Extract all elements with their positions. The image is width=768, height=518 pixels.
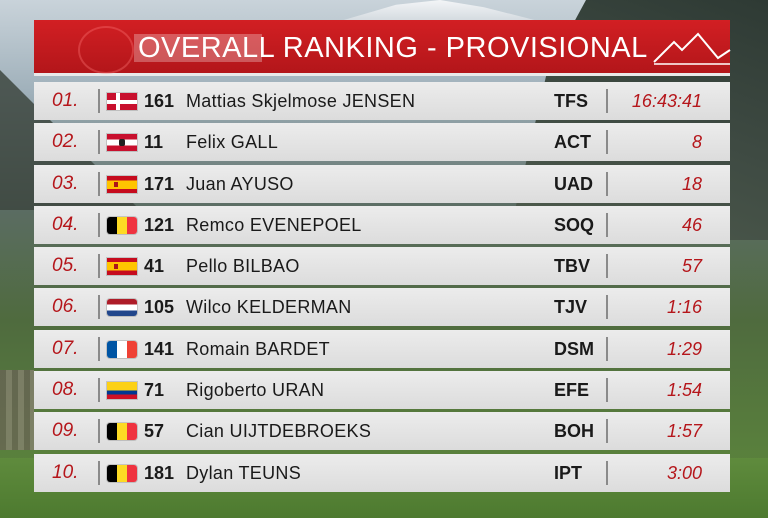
rider-name: Pello BILBAO — [186, 256, 300, 277]
time-gap: 16:43:41 — [631, 91, 702, 111]
time-gap: 57 — [681, 256, 702, 277]
team-code: TBV — [554, 256, 590, 277]
time-gap: 1:57 — [666, 421, 702, 442]
rank-position: 07. — [52, 337, 79, 359]
column-divider — [98, 254, 100, 279]
country-flag-icon — [107, 423, 137, 441]
logo-swirl-icon — [78, 26, 134, 74]
rider-number: 171 — [144, 173, 175, 194]
rider-name: Dylan TEUNS — [186, 462, 302, 483]
rider-name: Romain BARDET — [186, 338, 330, 359]
column-divider — [606, 419, 608, 444]
rider-name: Remco EVENEPOEL — [186, 214, 362, 235]
rider-name: Felix GALL — [186, 132, 279, 153]
mountain-logo-icon — [653, 32, 731, 65]
rank-position: 10. — [52, 461, 79, 483]
country-flag-icon — [107, 216, 137, 234]
rider-number: 41 — [144, 256, 165, 277]
country-flag-icon — [107, 134, 137, 152]
table-row: 10. 181 Dylan TEUNS IPT 3:00 — [34, 453, 730, 492]
rank-position: 02. — [52, 131, 79, 153]
column-divider — [98, 378, 100, 403]
background-houses — [0, 370, 34, 450]
team-code: IPT — [554, 462, 583, 483]
table-row: 05. 41 Pello BILBAO TBV 57 — [34, 247, 730, 286]
rider-name: Wilco KELDERMAN — [186, 297, 352, 318]
country-flag-icon — [107, 299, 137, 317]
page-title: OVERALL RANKING - PROVISIONAL — [138, 32, 648, 64]
table-row: 06. 105 Wilco KELDERMAN TJV 1:16 — [34, 288, 730, 327]
column-divider — [606, 460, 608, 485]
country-flag-icon — [107, 258, 137, 276]
rank-position: 01. — [52, 90, 79, 111]
time-gap: 46 — [681, 214, 702, 235]
team-code: DSM — [554, 338, 594, 359]
column-divider — [606, 336, 608, 361]
team-code: ACT — [554, 132, 591, 153]
rank-position: 06. — [52, 296, 79, 318]
column-divider — [98, 89, 100, 113]
column-divider — [98, 295, 100, 320]
team-code: SOQ — [554, 214, 595, 235]
rider-number: 121 — [144, 214, 175, 235]
column-divider — [606, 295, 608, 320]
table-row: 01. 161 Mattias Skjelmose JENSEN TFS 16:43:4… — [34, 82, 730, 120]
rider-number: 105 — [144, 297, 175, 318]
table-row: 08. 71 Rigoberto URAN EFE 1:54 — [34, 371, 730, 410]
rider-number: 11 — [144, 132, 164, 153]
rider-number: 181 — [144, 462, 175, 483]
team-code: UAD — [554, 173, 593, 194]
rider-name: Rigoberto URAN — [186, 380, 325, 401]
title-banner: OVERALL RANKING - PROVISIONAL — [34, 20, 731, 76]
table-row: 09. 57 Cian UIJTDEBROEKS BOH 1:57 — [34, 412, 730, 451]
country-flag-icon — [107, 464, 137, 482]
column-divider — [98, 130, 100, 155]
time-gap: 1:16 — [666, 297, 702, 318]
rank-position: 05. — [52, 255, 79, 277]
table-row: 04. 121 Remco EVENEPOEL SOQ 46 — [34, 205, 730, 244]
team-code: TJV — [554, 297, 588, 318]
rider-number: 71 — [144, 380, 165, 401]
rider-number: 161 — [144, 91, 175, 111]
rider-name: Cian UIJTDEBROEKS — [186, 421, 372, 442]
ranking-table: 01. 161 Mattias Skjelmose JENSEN TFS 16:43:4… — [34, 82, 730, 495]
country-flag-icon — [107, 93, 137, 110]
rank-position: 09. — [52, 420, 79, 442]
rider-name: Mattias Skjelmose JENSEN — [186, 91, 416, 111]
rider-name: Juan AYUSO — [186, 173, 294, 194]
column-divider — [98, 460, 100, 485]
table-row: 02. 11 Felix GALL ACT 8 — [34, 123, 730, 162]
time-gap: 3:00 — [666, 462, 702, 483]
rider-number: 57 — [144, 421, 165, 442]
column-divider — [606, 254, 608, 279]
team-code: BOH — [554, 421, 594, 442]
title-highlight — [134, 34, 262, 62]
team-code: TFS — [554, 91, 588, 111]
time-gap: 18 — [681, 173, 702, 194]
column-divider — [606, 171, 608, 196]
column-divider — [606, 212, 608, 237]
time-gap: 1:29 — [666, 338, 702, 359]
column-divider — [98, 171, 100, 196]
country-flag-icon — [107, 382, 137, 400]
team-code: EFE — [554, 380, 590, 401]
country-flag-icon — [107, 340, 137, 358]
column-divider — [98, 336, 100, 361]
rider-number: 141 — [144, 338, 175, 359]
table-row: 03. 171 Juan AYUSO UAD 18 — [34, 164, 730, 203]
rank-position: 03. — [52, 172, 79, 194]
rank-position: 08. — [52, 379, 79, 401]
column-divider — [606, 130, 608, 155]
rank-position: 04. — [52, 213, 79, 235]
column-divider — [98, 212, 100, 237]
time-gap: 8 — [691, 132, 702, 153]
column-divider — [606, 378, 608, 403]
column-divider — [98, 419, 100, 444]
table-row: 07. 141 Romain BARDET DSM 1:29 — [34, 329, 730, 368]
country-flag-icon — [107, 175, 137, 193]
time-gap: 1:54 — [666, 380, 702, 401]
column-divider — [606, 89, 608, 113]
